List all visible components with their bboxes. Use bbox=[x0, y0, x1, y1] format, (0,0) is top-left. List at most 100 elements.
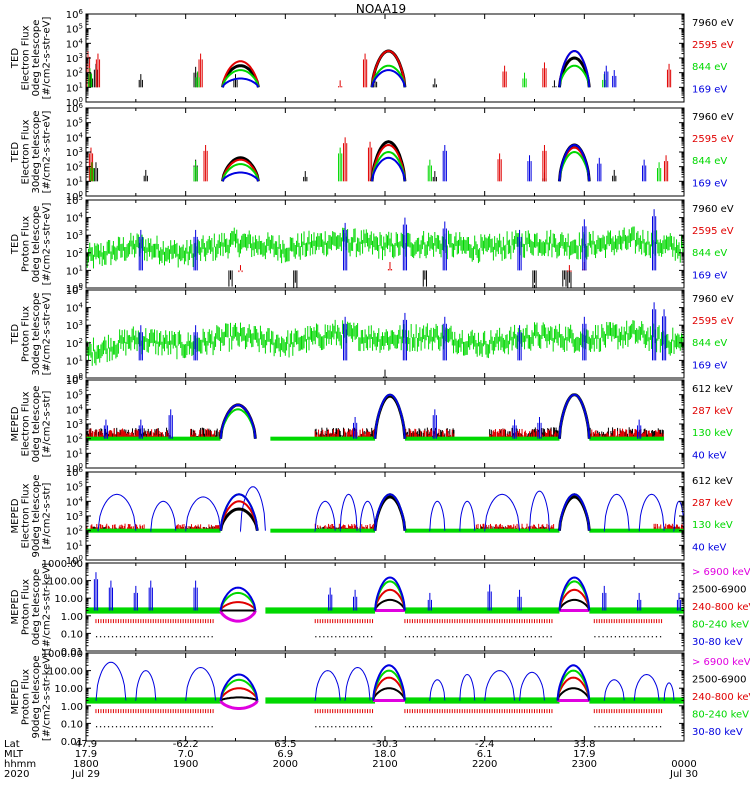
y-tick-exponent: 5 bbox=[79, 284, 83, 292]
legend-entry: 844 eV bbox=[692, 248, 727, 259]
footer-row-label: 2020 bbox=[4, 769, 29, 780]
data-arc bbox=[371, 143, 406, 182]
data-dot bbox=[319, 726, 321, 728]
y-tick-exponent: 6 bbox=[79, 102, 84, 110]
legend-entry: 7960 eV bbox=[692, 204, 734, 215]
y-axis-label-line: Proton Flux bbox=[21, 216, 32, 272]
data-dot bbox=[404, 636, 407, 638]
legend-entry: 287 keV bbox=[692, 498, 733, 509]
data-dot bbox=[475, 726, 477, 728]
data-arc bbox=[219, 507, 259, 532]
data-dot bbox=[538, 726, 540, 728]
data-dot bbox=[151, 726, 153, 728]
panel-frame bbox=[85, 562, 685, 652]
y-axis-label-line: TED bbox=[10, 142, 21, 163]
y-tick-label: 1.00 bbox=[61, 702, 83, 713]
y-tick-label: 0.01 bbox=[61, 647, 83, 658]
data-dot bbox=[594, 636, 596, 638]
data-dot bbox=[614, 636, 617, 638]
data-floor bbox=[86, 436, 221, 441]
data-dot bbox=[195, 726, 197, 728]
data-dot bbox=[511, 636, 513, 638]
y-tick-label: 105 bbox=[66, 389, 83, 402]
data-dot bbox=[95, 726, 98, 728]
data-dot bbox=[103, 636, 106, 638]
y-tick-exponent: 3 bbox=[79, 319, 83, 327]
data-arc bbox=[558, 64, 591, 88]
data-dot bbox=[631, 726, 633, 728]
data-dot bbox=[475, 636, 477, 638]
y-axis-label-line: TED bbox=[10, 324, 21, 345]
data-dot bbox=[343, 726, 345, 728]
data-dome bbox=[359, 500, 376, 533]
data-dot bbox=[542, 636, 544, 638]
data-band bbox=[265, 607, 376, 614]
y-axis-label-line: 90deg telescope bbox=[31, 655, 42, 738]
data-floor bbox=[404, 436, 560, 441]
data-arc bbox=[558, 143, 591, 182]
data-dot bbox=[416, 726, 418, 728]
panel-frame bbox=[85, 471, 685, 561]
y-tick-label: 102 bbox=[66, 161, 83, 174]
data-dot bbox=[515, 726, 517, 728]
data-arc bbox=[558, 393, 591, 439]
data-dome bbox=[429, 500, 446, 532]
data-dot bbox=[143, 636, 146, 638]
data-dot bbox=[323, 726, 325, 728]
data-dot bbox=[327, 726, 329, 728]
data-dot bbox=[655, 726, 658, 728]
data-dot bbox=[127, 726, 130, 728]
data-arc bbox=[221, 163, 260, 182]
y-tick-exponent: 4 bbox=[79, 37, 84, 45]
data-dot bbox=[119, 636, 122, 638]
data-dot bbox=[538, 636, 540, 638]
data-dot bbox=[659, 726, 662, 728]
data-arc bbox=[556, 676, 591, 701]
footer-value: 17.9 bbox=[75, 749, 97, 760]
data-dot bbox=[436, 726, 438, 728]
data-dome bbox=[95, 661, 127, 702]
data-dome bbox=[638, 493, 665, 532]
data-dot bbox=[171, 636, 173, 638]
data-dot bbox=[495, 726, 497, 728]
data-arc bbox=[373, 394, 407, 439]
plot-area bbox=[86, 572, 684, 638]
legend-entry: 169 eV bbox=[692, 178, 727, 189]
y-axis-label-line: TED bbox=[10, 48, 21, 69]
data-dome bbox=[185, 666, 217, 702]
y-tick-label: 104 bbox=[66, 212, 84, 225]
y-axis-label-line: [#/cm2-s-str-eV] bbox=[42, 293, 53, 376]
legend-entry: 612 keV bbox=[692, 384, 733, 395]
data-dot bbox=[519, 636, 521, 638]
data-arc bbox=[558, 150, 591, 182]
legend-entry: 40 keV bbox=[692, 450, 726, 461]
y-tick-exponent: 1 bbox=[79, 354, 83, 362]
data-dome bbox=[344, 666, 371, 702]
data-dot bbox=[331, 726, 333, 728]
data-dot bbox=[408, 636, 411, 638]
footer-row-label: MLT bbox=[4, 749, 24, 760]
data-dot bbox=[359, 636, 361, 638]
data-dot bbox=[546, 726, 548, 728]
data-dot bbox=[428, 636, 430, 638]
y-tick-label: 102 bbox=[66, 525, 83, 538]
data-dot bbox=[139, 636, 142, 638]
footer-value: 2300 bbox=[572, 759, 597, 770]
data-dot bbox=[479, 636, 481, 638]
y-axis-label-line: 0deg telescope bbox=[31, 386, 42, 463]
data-dot bbox=[456, 726, 458, 728]
data-dot bbox=[211, 636, 213, 638]
data-dome bbox=[150, 500, 177, 533]
y-tick-exponent: 2 bbox=[79, 67, 83, 75]
data-band bbox=[404, 697, 560, 704]
data-dot bbox=[503, 726, 505, 728]
data-dot bbox=[467, 726, 470, 728]
y-axis-label-line: Proton Flux bbox=[21, 579, 32, 635]
y-tick-label: 105 bbox=[66, 194, 83, 207]
data-dome bbox=[663, 682, 675, 702]
data-dot bbox=[315, 636, 317, 638]
y-tick-label: 105 bbox=[66, 284, 83, 297]
data-arc bbox=[219, 403, 257, 439]
